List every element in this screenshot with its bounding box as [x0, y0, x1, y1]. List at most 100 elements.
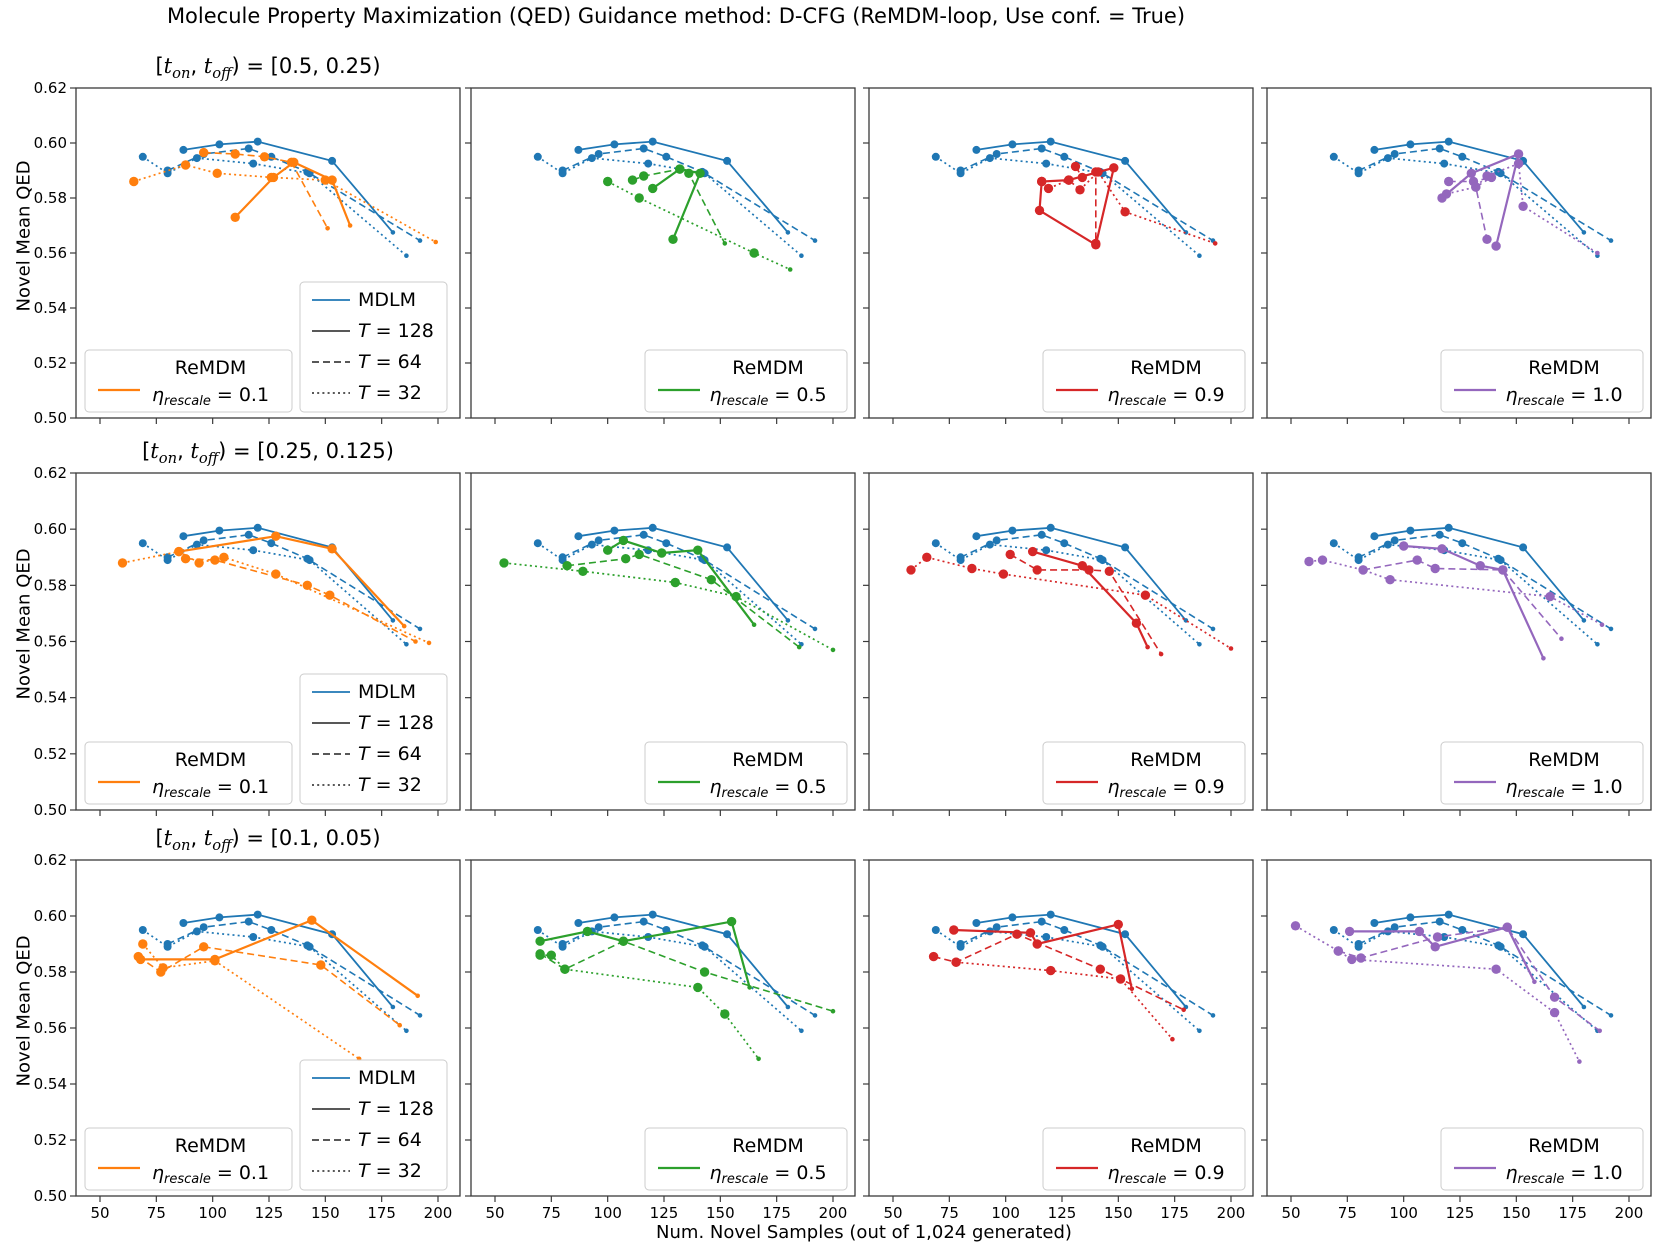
data-point [756, 1056, 761, 1062]
y-tick-label: 0.54 [34, 1075, 67, 1093]
x-tick-label: 175 [1160, 1204, 1189, 1222]
data-point [830, 647, 836, 653]
series-line-solid [183, 140, 394, 233]
data-point [415, 993, 421, 999]
series-line-dotted [1308, 559, 1603, 626]
remdm-legend: ReMDM ηrescale = 1.0 [1440, 1127, 1644, 1191]
data-point [1181, 1007, 1186, 1013]
data-point [179, 145, 188, 154]
data-point [1482, 234, 1492, 244]
data-point [662, 152, 671, 161]
legend-t-label: T = 64 [358, 1129, 422, 1151]
series-line-solid [1038, 166, 1116, 247]
data-point [695, 168, 705, 178]
data-point [1608, 626, 1614, 632]
data-point [610, 913, 619, 922]
y-tick-label: 0.52 [34, 745, 67, 763]
data-point [1458, 152, 1467, 161]
series-line-solid [1403, 544, 1545, 659]
data-point [1458, 539, 1467, 548]
x-tick-label: 100 [1389, 1204, 1418, 1222]
x-tick-label: 125 [1048, 1204, 1077, 1222]
data-point [1043, 183, 1054, 194]
data-point [998, 569, 1009, 579]
series-line-dashed [539, 940, 834, 1012]
data-point [951, 957, 961, 967]
data-point [533, 152, 542, 161]
data-point [1513, 149, 1524, 159]
panel-row0-col0: 0.50 0.52 0.54 0.56 0.58 0.60 0.62 ReMDM ηrescal… [34, 79, 461, 427]
data-point [138, 152, 147, 161]
data-point [587, 540, 596, 549]
data-point [249, 933, 258, 941]
data-point [1046, 523, 1055, 532]
data-point [1385, 575, 1395, 585]
series-line-dashed [960, 920, 1214, 1017]
data-point [799, 253, 804, 258]
data-point [670, 577, 680, 588]
remdm-legend: ReMDM ηrescale = 0.9 [1042, 1127, 1246, 1191]
x-tick-label: 125 [650, 1204, 679, 1222]
data-point [1491, 964, 1501, 974]
remdm-legend: ReMDM ηrescale = 1.0 [1440, 741, 1644, 805]
data-point [404, 642, 409, 647]
data-point [404, 1028, 409, 1034]
data-point [787, 267, 793, 272]
y-tick-label: 0.54 [34, 689, 67, 707]
row-title-2: [ton, toff) = [0.1, 0.05) [155, 826, 381, 855]
series-line-dotted [1333, 542, 1598, 645]
remdm-legend: ReMDM ηrescale = 0.5 [644, 1127, 848, 1191]
data-point [1519, 930, 1528, 939]
series-line-solid [1441, 152, 1521, 247]
x-tick-label: 50 [883, 1204, 902, 1222]
data-point [1599, 622, 1605, 627]
data-point [1077, 561, 1088, 571]
data-point [259, 152, 270, 162]
data-point [1037, 917, 1046, 926]
data-point [1541, 656, 1546, 661]
data-point [1444, 910, 1453, 919]
data-point [726, 916, 737, 927]
data-point [174, 546, 184, 557]
data-point [700, 942, 709, 951]
x-tick-label: 200 [1615, 1204, 1644, 1222]
data-point [618, 936, 629, 946]
data-point [1608, 1013, 1614, 1018]
data-point [812, 1013, 818, 1018]
data-point [230, 149, 240, 159]
data-point [1098, 556, 1107, 565]
data-point [1608, 238, 1614, 243]
series-line-dotted [956, 961, 1174, 1040]
legend-eta-label: ηrescale = 1.0 [1505, 1162, 1622, 1187]
panel-row2-col3: 50 75 100 125 150 175 200 ReMDM ηrescale = 1.0 [1261, 859, 1652, 1222]
data-point [574, 532, 583, 541]
panel-row1-col3: ReMDM ηrescale = 1.0 [1261, 472, 1652, 816]
data-point [582, 926, 593, 937]
data-point [1444, 176, 1454, 187]
y-tick-label: 0.56 [34, 633, 67, 651]
data-point [1121, 156, 1130, 165]
series-line-solid [234, 161, 352, 226]
data-point [1210, 626, 1216, 632]
data-point [219, 552, 229, 562]
series-line-dashed [562, 533, 816, 630]
data-point [499, 558, 509, 568]
data-point [587, 154, 596, 163]
data-point [1131, 618, 1142, 628]
data-point [684, 168, 694, 178]
data-point [390, 230, 396, 235]
data-point [634, 549, 644, 560]
legend-eta-label: ηrescale = 0.5 [709, 776, 826, 801]
data-point [1008, 526, 1017, 535]
data-point [610, 140, 619, 149]
data-point [1095, 964, 1106, 974]
x-tick-label: 75 [1338, 1204, 1357, 1222]
data-point [1581, 1004, 1587, 1010]
data-point [1466, 168, 1477, 178]
data-point [307, 915, 317, 925]
remdm-legend-title: ReMDM [1130, 1135, 1201, 1157]
data-point [271, 531, 281, 541]
legend-eta-label: ηrescale = 0.9 [1107, 384, 1224, 409]
data-point [1008, 913, 1017, 922]
data-point [1356, 953, 1366, 963]
